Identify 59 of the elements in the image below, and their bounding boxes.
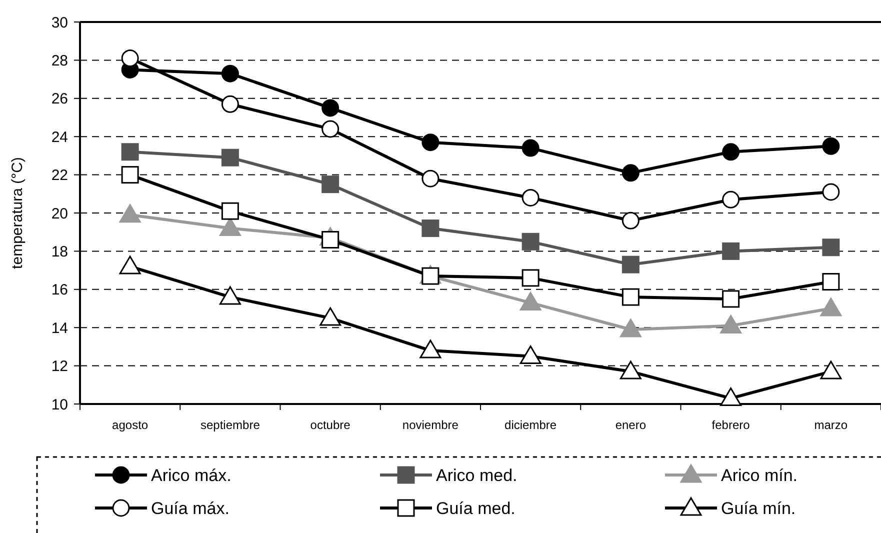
legend-label: Guía med. xyxy=(436,498,516,518)
legend-label: Arico med. xyxy=(436,466,518,485)
y-tick-label: 14 xyxy=(51,320,68,337)
point xyxy=(820,360,842,380)
point xyxy=(722,290,740,308)
point xyxy=(720,388,742,406)
y-axis-title: temperatura (°C) xyxy=(9,157,26,269)
x-tick-label: agosto xyxy=(112,418,148,432)
x-tick-label: septiembre xyxy=(200,418,260,432)
point xyxy=(722,143,740,161)
point xyxy=(522,269,540,287)
legend-label: Guía máx. xyxy=(151,498,230,518)
point xyxy=(622,288,640,306)
point xyxy=(520,292,542,311)
point xyxy=(221,202,239,220)
point xyxy=(322,176,340,194)
y-tick-label: 16 xyxy=(51,282,68,299)
legend-label: Arico máx. xyxy=(151,466,232,485)
y-tick-label: 30 xyxy=(51,14,68,32)
point xyxy=(622,164,640,182)
point xyxy=(822,137,840,155)
point xyxy=(722,242,740,260)
point xyxy=(320,307,342,326)
x-tick-label: octubre xyxy=(310,418,351,432)
legend-label: Arico mín. xyxy=(721,466,798,485)
point xyxy=(219,286,241,305)
point xyxy=(420,340,442,358)
point xyxy=(422,220,440,238)
x-tick-label: diciembre xyxy=(504,418,557,432)
point xyxy=(422,134,440,152)
point xyxy=(820,298,842,316)
point xyxy=(219,218,241,236)
y-tick-label: 12 xyxy=(51,358,68,376)
point xyxy=(620,360,642,380)
y-tick-label: 10 xyxy=(51,396,68,414)
point xyxy=(622,256,640,274)
point xyxy=(720,314,742,334)
point xyxy=(221,148,239,166)
point xyxy=(322,99,340,117)
point xyxy=(221,64,239,82)
y-tick-label: 28 xyxy=(51,52,68,70)
point xyxy=(119,256,141,274)
y-tick-label: 20 xyxy=(51,205,68,222)
y-tick-label: 22 xyxy=(51,167,68,184)
point xyxy=(620,318,642,338)
y-tick-label: 24 xyxy=(51,128,68,146)
x-tick-label: enero xyxy=(615,418,646,432)
point xyxy=(121,143,139,161)
point xyxy=(522,139,540,157)
x-tick-label: marzo xyxy=(814,418,848,432)
point xyxy=(522,232,540,250)
point xyxy=(822,238,840,256)
point xyxy=(520,346,542,364)
point xyxy=(119,204,141,223)
y-tick-label: 18 xyxy=(51,243,68,260)
x-tick-label: febrero xyxy=(712,418,750,432)
x-tick-label: noviembre xyxy=(402,418,459,432)
y-tick-label: 26 xyxy=(51,90,68,108)
legend-label: Guía mín. xyxy=(721,498,796,518)
